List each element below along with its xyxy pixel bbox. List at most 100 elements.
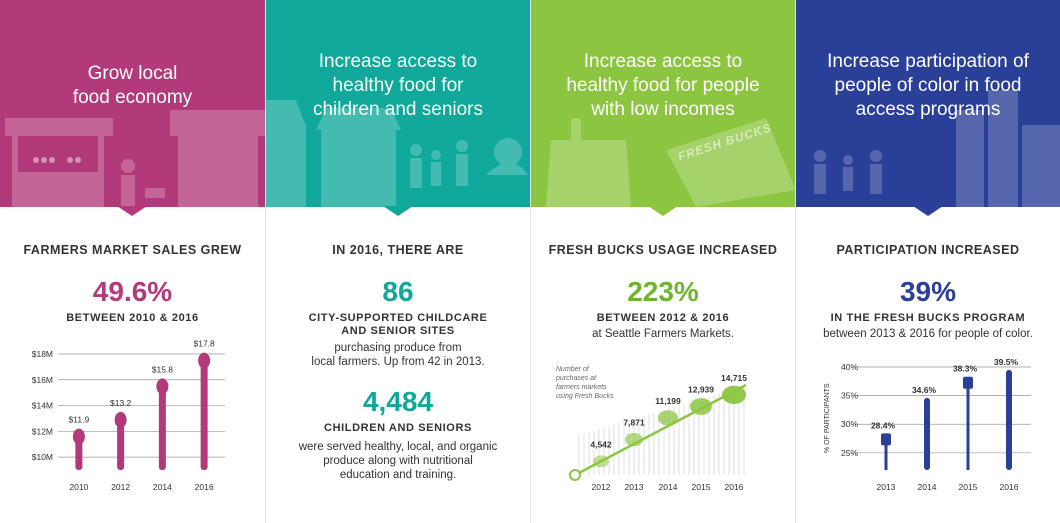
market-stall-illustration bbox=[5, 110, 265, 207]
x-tick-label: 2015 bbox=[959, 482, 978, 492]
fork-head bbox=[963, 376, 973, 389]
y-tick-label: $16M bbox=[32, 375, 53, 385]
bar-top bbox=[156, 378, 169, 395]
data-marker bbox=[625, 432, 643, 447]
x-tick-label: 2015 bbox=[692, 482, 711, 492]
bar bbox=[158, 382, 166, 470]
fork-handle bbox=[884, 443, 888, 470]
value-label: $11.9 bbox=[69, 415, 90, 425]
stat-text: at Seattle Farmers Markets. bbox=[592, 328, 734, 340]
purchases-line-chart: Number of purchases at farmers markets usin… bbox=[555, 366, 747, 492]
value-label: 28.4% bbox=[871, 420, 896, 430]
banner-pointer bbox=[913, 206, 943, 216]
x-tick-label: 2012 bbox=[111, 482, 130, 492]
value-label: 4,542 bbox=[590, 439, 612, 449]
value-label: 12,939 bbox=[688, 384, 714, 394]
y-tick-label: $10M bbox=[32, 452, 53, 462]
x-tick-label: 2013 bbox=[877, 482, 896, 492]
stat-subtitle-children: CHILDREN AND SENIORS bbox=[324, 422, 472, 434]
stat-heading: FARMERS MARKET SALES GREW bbox=[23, 243, 242, 257]
sales-bar-chart: $10M $12M $14M $16M $18M $11.9 2010 $13.2 2012 $1… bbox=[32, 340, 225, 492]
stat-value: 223% bbox=[627, 276, 699, 307]
data-marker bbox=[593, 455, 609, 468]
x-tick-label: 2013 bbox=[625, 482, 644, 492]
annotation: farmers markets bbox=[556, 384, 607, 391]
banner-title: Increase access to healthy food for chil… bbox=[312, 51, 484, 120]
banner-title: Increase participation of people of colo… bbox=[827, 51, 1029, 120]
stat-heading: PARTICIPATION INCREASED bbox=[836, 243, 1020, 257]
bar-top bbox=[198, 352, 211, 369]
knife bbox=[1006, 369, 1012, 470]
banner-low-income: FRESH BUCKS Increase access to healthy f… bbox=[531, 0, 795, 207]
data-marker bbox=[658, 410, 678, 426]
value-label: 34.6% bbox=[912, 385, 937, 395]
stat-subtitle: IN THE FRESH BUCKS PROGRAM bbox=[830, 312, 1026, 324]
x-tick-label: 2016 bbox=[195, 482, 214, 492]
panel-children-seniors: Increase access to healthy food for chil… bbox=[265, 0, 530, 523]
y-tick-label: 35% bbox=[841, 391, 858, 401]
banner-title: Increase access to healthy food for peop… bbox=[566, 51, 760, 120]
annotation: purchases at bbox=[555, 375, 597, 382]
stat-subtitle-sites: CITY-SUPPORTED CHILDCARE AND SENIOR SITE… bbox=[308, 312, 488, 337]
x-tick-label: 2012 bbox=[592, 482, 611, 492]
value-label: 39.5% bbox=[994, 357, 1019, 367]
y-tick-label: 30% bbox=[841, 419, 858, 429]
y-tick-label: 40% bbox=[841, 362, 858, 372]
x-tick-label: 2016 bbox=[725, 482, 744, 492]
panel-local-food-economy: Grow local food economy FARMERS MARKET S… bbox=[0, 0, 265, 523]
banner-pointer bbox=[648, 206, 678, 216]
value-label: 38.3% bbox=[953, 364, 978, 374]
y-tick-label: $14M bbox=[32, 401, 53, 411]
stat-value: 39% bbox=[899, 276, 957, 307]
value-label: 14,715 bbox=[721, 373, 747, 383]
stat-text-children: were served healthy, local, and organic … bbox=[298, 441, 498, 481]
x-tick-label: 2014 bbox=[918, 482, 937, 492]
x-tick-label: 2014 bbox=[659, 482, 678, 492]
x-tick-label: 2016 bbox=[1000, 482, 1019, 492]
grocery-bag-ticket-illustration bbox=[546, 118, 795, 207]
panel-people-of-color: Increase participation of people of colo… bbox=[795, 0, 1060, 523]
stat-value-sites: 86 bbox=[382, 276, 414, 307]
trend-start bbox=[569, 469, 581, 481]
stat-value: 49.6% bbox=[92, 276, 173, 307]
data-marker bbox=[690, 398, 712, 415]
banner-pointer bbox=[383, 206, 413, 216]
annotation: Number of bbox=[556, 366, 590, 373]
annotation: using Fresh Bucks bbox=[556, 393, 614, 400]
y-tick-label: $12M bbox=[32, 426, 53, 436]
participation-bar-chart: 25% 30% 35% 40% % OF PARTICIPANTS 28.4% 2013 34… bbox=[824, 357, 1031, 492]
panel-low-income: FRESH BUCKS Increase access to healthy f… bbox=[530, 0, 795, 523]
y-tick-label: $18M bbox=[32, 349, 53, 359]
stat-text-sites: purchasing produce from local farmers. U… bbox=[311, 342, 485, 368]
value-label: $13.2 bbox=[110, 398, 132, 408]
value-label: $15.8 bbox=[152, 364, 174, 374]
stat-heading: FRESH BUCKS USAGE INCREASED bbox=[548, 243, 778, 257]
banner-local-food: Grow local food economy bbox=[0, 0, 265, 207]
banner-children-seniors: Increase access to healthy food for chil… bbox=[266, 0, 530, 207]
x-tick-label: 2014 bbox=[153, 482, 172, 492]
banner-pointer bbox=[117, 206, 147, 216]
bar-top bbox=[72, 428, 85, 445]
fork-handle bbox=[966, 386, 970, 470]
value-label: 7,871 bbox=[623, 418, 645, 428]
bar-top bbox=[114, 411, 127, 428]
banner-people-of-color: Increase participation of people of colo… bbox=[796, 0, 1060, 207]
y-tick-label: 25% bbox=[841, 448, 858, 458]
value-label: 11,199 bbox=[655, 396, 681, 406]
stat-subtitle: BETWEEN 2010 & 2016 bbox=[66, 312, 199, 324]
fork-head bbox=[881, 433, 891, 446]
stat-heading: IN 2016, THERE ARE bbox=[332, 243, 464, 257]
x-tick-label: 2010 bbox=[69, 482, 88, 492]
stat-subtitle: BETWEEN 2012 & 2016 bbox=[596, 312, 730, 324]
storefront-family-illustration bbox=[266, 100, 528, 207]
stat-value-children: 4,484 bbox=[362, 386, 434, 417]
bar bbox=[200, 356, 208, 470]
banner-title: Grow local food economy bbox=[72, 63, 193, 108]
bar bbox=[117, 415, 125, 470]
family-city-illustration bbox=[814, 90, 1060, 207]
data-marker bbox=[722, 385, 746, 405]
stat-text: between 2013 & 2016 for people of color. bbox=[823, 328, 1033, 340]
y-axis-label: % OF PARTICIPANTS bbox=[824, 383, 831, 453]
value-label: $17.8 bbox=[193, 340, 215, 349]
